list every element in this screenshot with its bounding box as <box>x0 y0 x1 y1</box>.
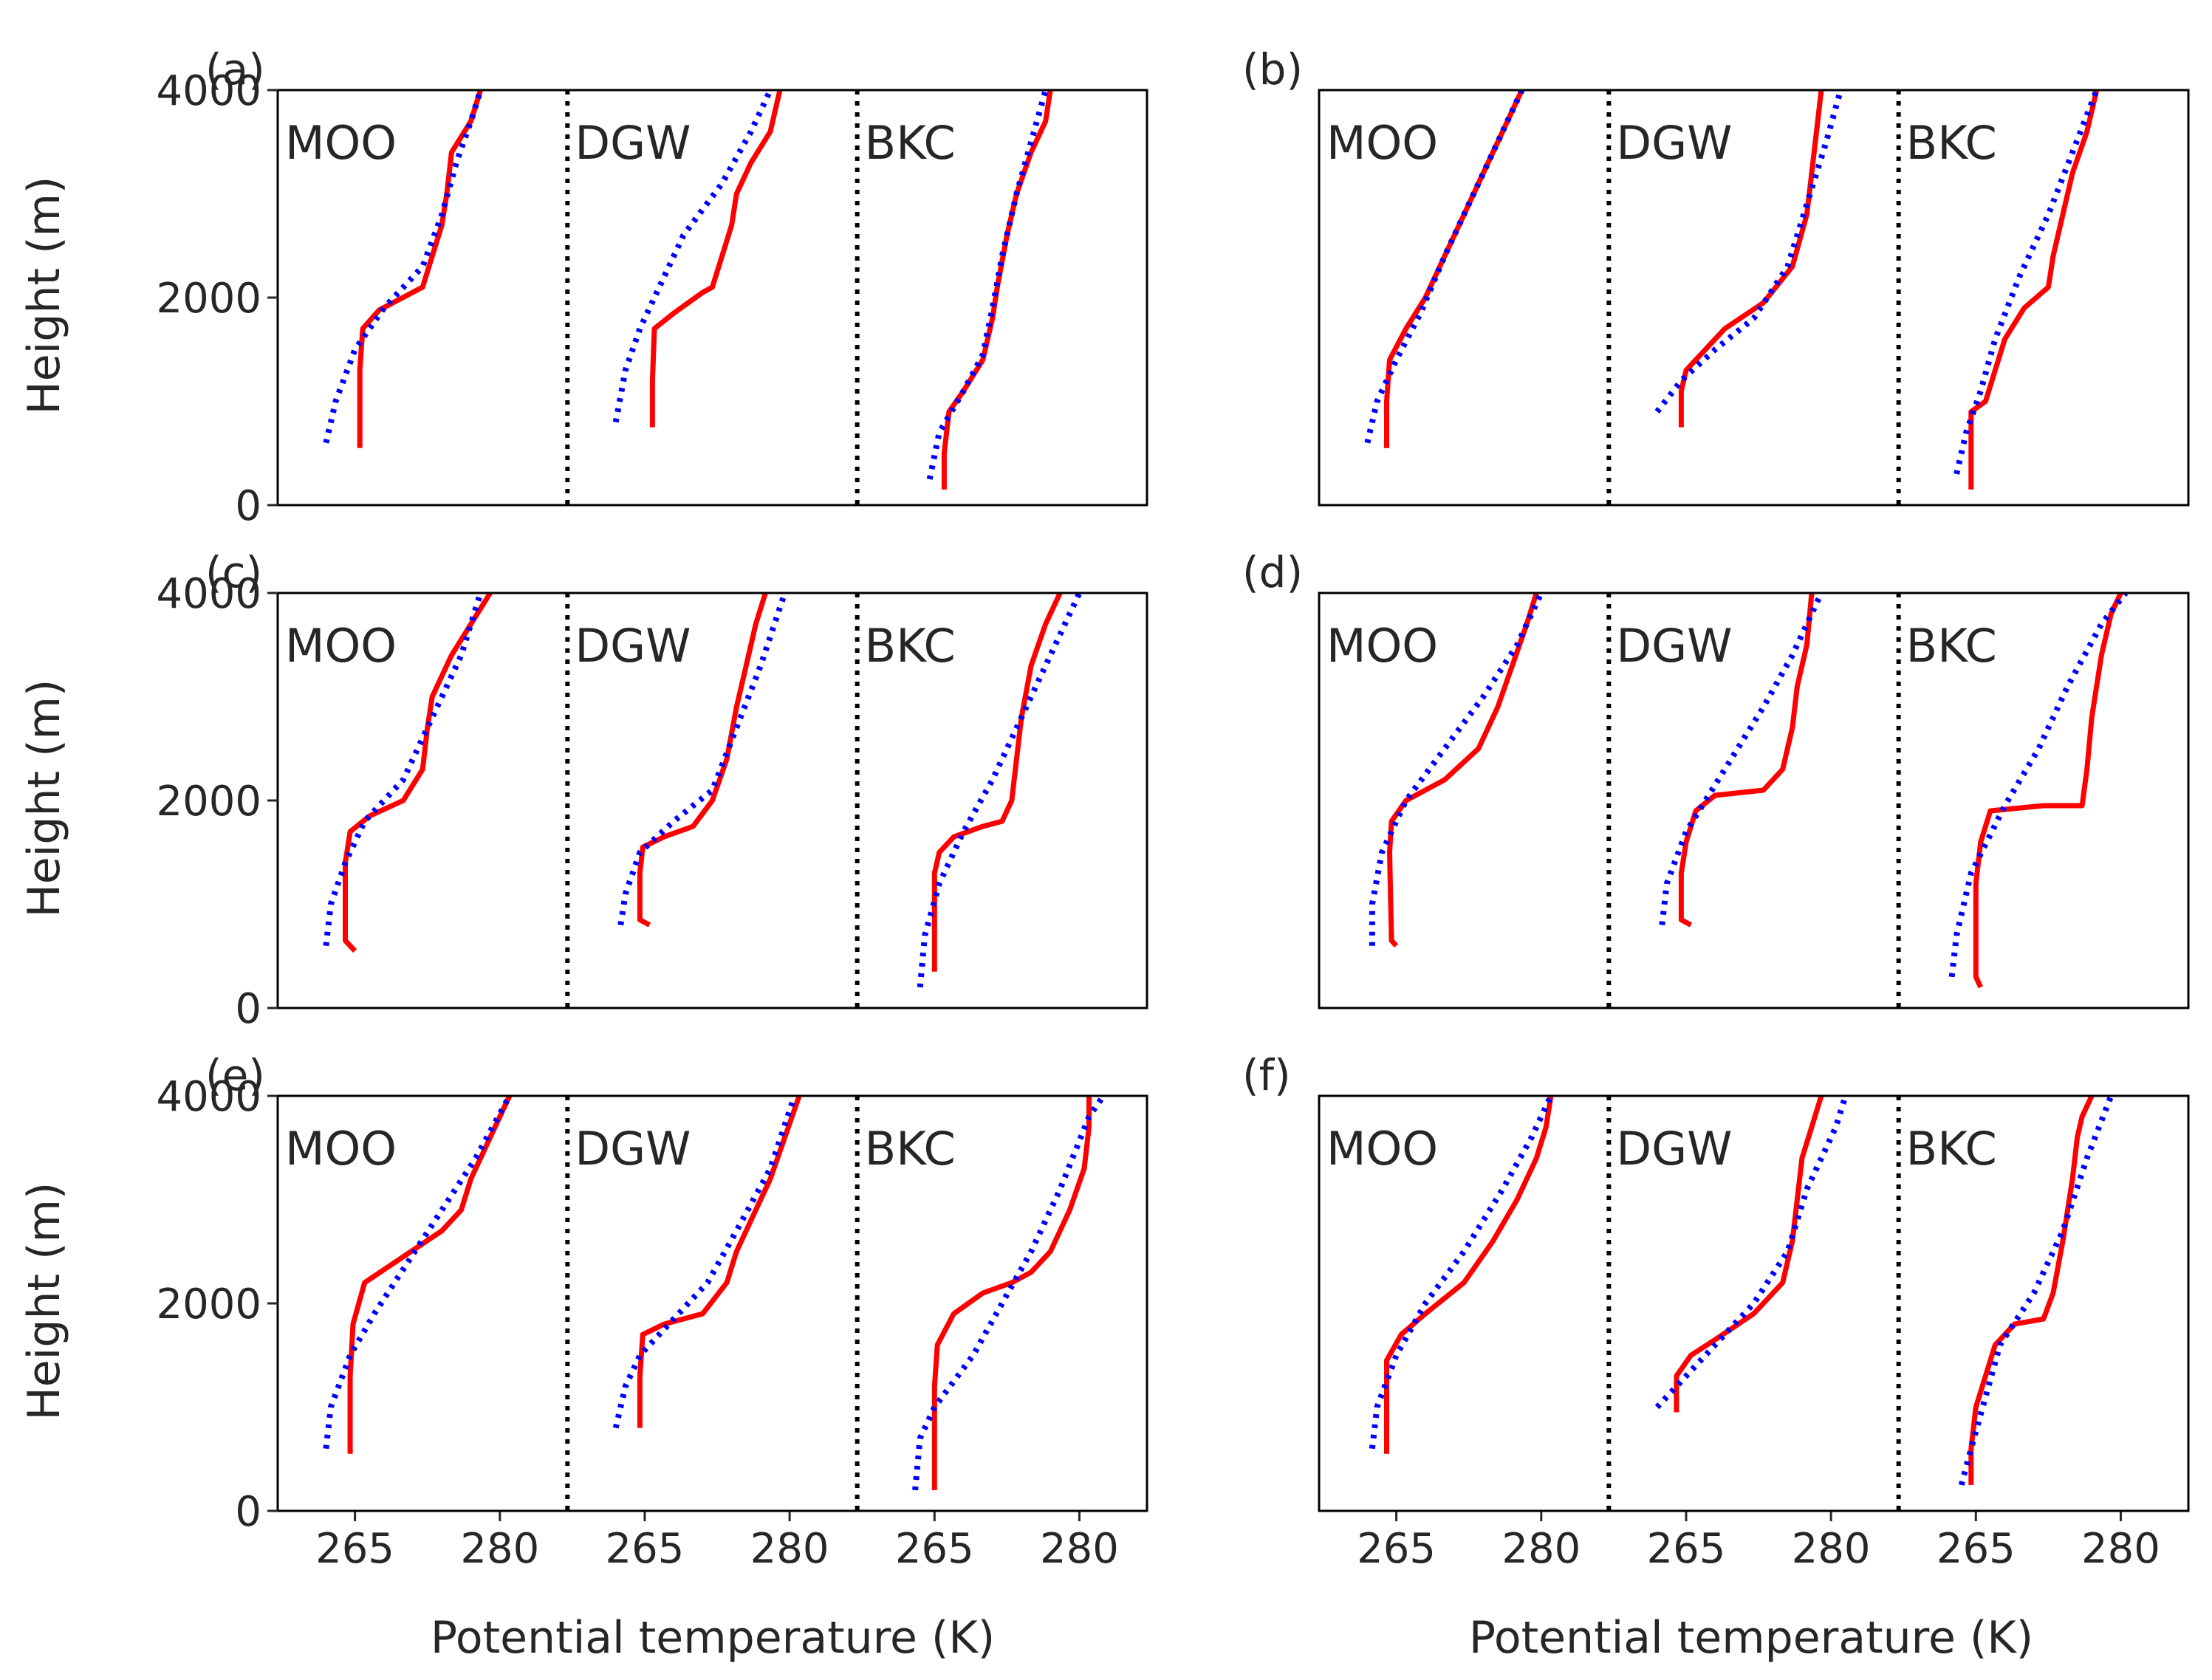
y-tick-label-c-2000: 2000 <box>156 778 261 826</box>
x-tick-label-e-dgw-265: 265 <box>606 1525 685 1573</box>
x-tick-label-e-dgw-280: 280 <box>750 1525 829 1573</box>
site-label-c-dgw: DGW <box>575 619 691 673</box>
site-label-b-dgw: DGW <box>1616 116 1732 170</box>
plot-layer: (a) MOO DGW BKC 0 2000 4000 (b) MOO DGW BKC (c) MOO D… <box>156 44 2190 1573</box>
y-axis-label-a: Height (m) <box>18 176 70 415</box>
series-solid-b-moo <box>1384 90 1524 448</box>
series-solid-c-bkc <box>931 593 1063 972</box>
site-label-a-dgw: DGW <box>575 116 691 170</box>
series-solid-f-bkc <box>1968 1096 2095 1485</box>
series-dotted-d-dgw <box>1659 593 1824 926</box>
site-label-a-bkc: BKC <box>865 116 956 170</box>
series-solid-f-moo <box>1384 1096 1554 1454</box>
site-label-b-bkc: BKC <box>1906 116 1997 170</box>
y-tick-label-c-4000: 4000 <box>156 570 261 618</box>
x-tick-label-f-bkc-280: 280 <box>2081 1525 2160 1573</box>
series-solid-d-dgw <box>1678 593 1815 928</box>
y-tick-label-e-0: 0 <box>235 1488 261 1536</box>
series-solid-c-dgw <box>637 593 768 928</box>
series-solid-e-dgw <box>637 1096 802 1428</box>
x-tick-label-e-moo-280: 280 <box>460 1525 539 1573</box>
series-dotted-d-moo <box>1369 593 1544 946</box>
site-label-b-moo: MOO <box>1326 116 1438 170</box>
panel-label-b: (b) <box>1242 44 1303 95</box>
y-tick-label-e-4000: 4000 <box>156 1073 261 1121</box>
x-tick-label-f-bkc-265: 265 <box>1937 1525 2016 1573</box>
site-label-e-bkc: BKC <box>865 1122 956 1176</box>
series-solid-f-dgw <box>1674 1096 1824 1413</box>
x-axis-label-right: Potential temperature (K) <box>1469 1612 2033 1664</box>
site-label-e-dgw: DGW <box>575 1122 691 1176</box>
y-axis-label-c: Height (m) <box>18 679 70 918</box>
x-tick-label-f-dgw-280: 280 <box>1792 1525 1871 1573</box>
y-tick-label-e-2000: 2000 <box>156 1280 261 1328</box>
panel-label-d: (d) <box>1242 547 1303 597</box>
series-solid-d-bkc <box>1973 593 2123 989</box>
series-dotted-f-bkc <box>1958 1096 2115 1486</box>
series-dotted-a-bkc <box>926 90 1049 480</box>
series-dotted-b-dgw <box>1654 90 1844 414</box>
x-axis-label-left: Potential temperature (K) <box>431 1612 995 1664</box>
site-label-c-moo: MOO <box>285 619 397 673</box>
axes-frame-d <box>1318 592 2190 1009</box>
y-axis-label-e: Height (m) <box>18 1182 70 1421</box>
series-solid-e-moo <box>347 1096 513 1454</box>
y-tick-label-a-4000: 4000 <box>156 67 261 115</box>
site-label-f-moo: MOO <box>1326 1122 1438 1176</box>
series-dotted-c-dgw <box>617 593 788 926</box>
series-dotted-a-moo <box>323 90 484 444</box>
panel-label-e: (e) <box>205 1050 265 1100</box>
x-tick-label-f-moo-265: 265 <box>1357 1525 1436 1573</box>
panel-label-f: (f) <box>1242 1050 1291 1100</box>
panel-label-a: (a) <box>205 44 265 95</box>
site-label-f-bkc: BKC <box>1906 1122 1997 1176</box>
series-dotted-f-moo <box>1369 1096 1554 1450</box>
x-tick-label-e-moo-265: 265 <box>315 1525 394 1573</box>
x-tick-label-f-moo-280: 280 <box>1502 1525 1581 1573</box>
y-tick-label-a-2000: 2000 <box>156 275 261 323</box>
y-tick-label-c-0: 0 <box>235 985 261 1033</box>
series-solid-c-moo <box>343 593 493 953</box>
x-tick-label-f-dgw-265: 265 <box>1647 1525 1726 1573</box>
axes-frame-b <box>1318 89 2190 507</box>
x-tick-label-e-bkc-280: 280 <box>1040 1525 1119 1573</box>
y-tick-label-a-0: 0 <box>235 482 261 530</box>
site-label-e-moo: MOO <box>285 1122 397 1176</box>
axes-frame-f <box>1318 1094 2190 1512</box>
series-solid-a-bkc <box>941 90 1053 490</box>
site-label-c-bkc: BKC <box>865 619 956 673</box>
series-solid-a-dgw <box>649 90 783 428</box>
series-solid-a-moo <box>357 90 483 448</box>
x-tick-label-e-bkc-265: 265 <box>895 1525 974 1573</box>
site-label-f-dgw: DGW <box>1616 1122 1732 1176</box>
series-dotted-e-bkc <box>912 1096 1106 1491</box>
site-label-a-moo: MOO <box>285 116 397 170</box>
series-dotted-b-bkc <box>1954 90 2100 475</box>
site-label-d-moo: MOO <box>1326 619 1438 673</box>
series-dotted-e-moo <box>323 1096 513 1450</box>
series-dotted-d-bkc <box>1948 593 2129 978</box>
series-solid-e-bkc <box>931 1096 1092 1490</box>
site-label-d-dgw: DGW <box>1616 619 1732 673</box>
site-label-d-bkc: BKC <box>1906 619 1997 673</box>
series-solid-d-moo <box>1387 593 1539 948</box>
panel-label-c: (c) <box>205 547 262 597</box>
